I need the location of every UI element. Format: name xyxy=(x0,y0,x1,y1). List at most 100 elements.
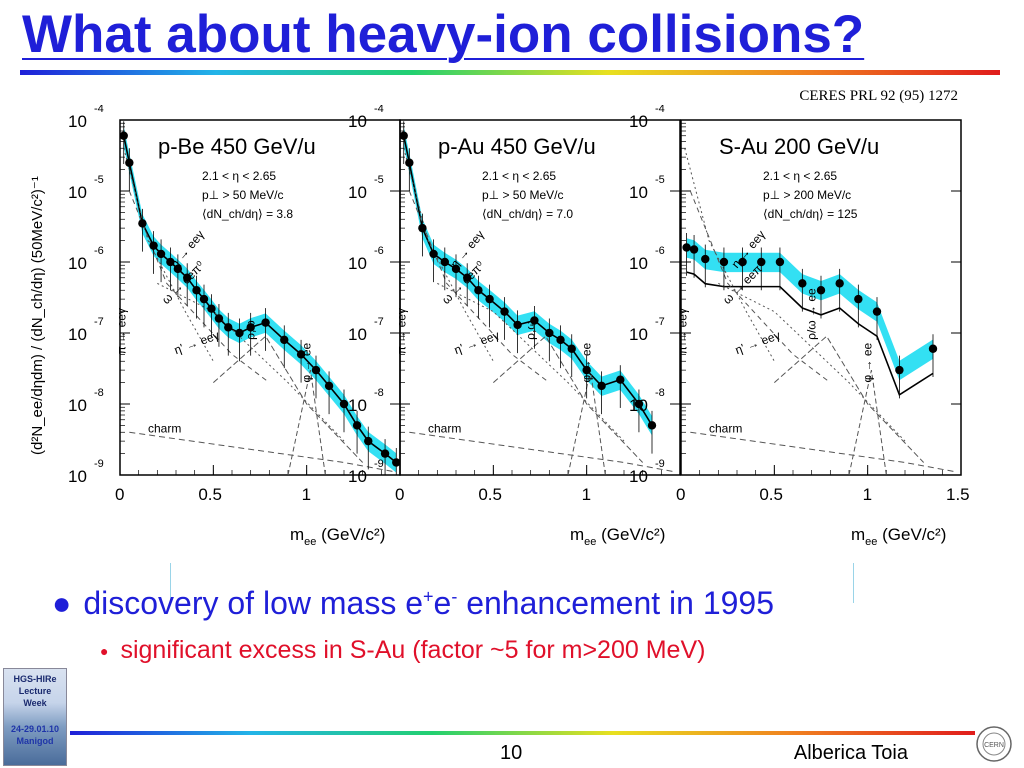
component-label: charm xyxy=(428,421,461,435)
slide-number: 10 xyxy=(500,742,523,764)
y-tick-label: -6 xyxy=(655,245,665,257)
data-point xyxy=(835,279,844,288)
sub-bullet: ● significant excess in S-Au (factor ~5 f… xyxy=(100,636,705,665)
panel-cut: 2.1 < η < 2.65 xyxy=(482,169,556,183)
component-curve xyxy=(690,431,958,473)
panel-cut: p⊥ > 50 MeV/c xyxy=(202,188,284,202)
y-tick-label: -6 xyxy=(94,245,104,257)
bullet-text: e xyxy=(433,585,452,621)
y-tick-label: 10 xyxy=(348,396,367,415)
badge-place-text: Manigod xyxy=(16,736,54,746)
data-point xyxy=(451,264,461,274)
y-tick-label: -8 xyxy=(655,387,665,399)
data-point xyxy=(440,257,449,267)
panel-cut: ⟨dN_ch/dη⟩ = 125 xyxy=(763,207,858,221)
component-label: charm xyxy=(148,421,181,435)
x-tick-label: 1 xyxy=(582,485,591,504)
cocktail-curve xyxy=(686,271,934,396)
data-point xyxy=(530,316,539,325)
component-label: η' → eeγ xyxy=(733,328,782,357)
y-tick-label: -5 xyxy=(655,174,665,186)
y-tick-label: 10 xyxy=(68,396,87,415)
data-point xyxy=(513,320,522,330)
author-name: Alberica Toia xyxy=(793,742,908,764)
data-point xyxy=(500,307,509,316)
component-curve xyxy=(129,431,397,473)
data-point xyxy=(199,294,209,304)
y-tick-label: 10 xyxy=(629,396,648,415)
y-tick-label: -4 xyxy=(655,105,665,115)
component-label: φ → ee xyxy=(299,343,313,383)
data-point xyxy=(214,314,224,323)
data-point xyxy=(119,131,128,140)
y-tick-label: 10 xyxy=(68,254,87,273)
y-tick-label: -9 xyxy=(655,458,665,470)
data-point xyxy=(311,365,321,375)
bullet-sup: - xyxy=(451,586,458,607)
y-tick-label: -7 xyxy=(655,316,665,328)
guide-line xyxy=(853,563,854,603)
data-point xyxy=(545,328,554,338)
title-rainbow-rule xyxy=(20,70,1000,75)
panel-title: p-Be 450 GeV/u xyxy=(158,134,316,159)
data-point xyxy=(895,365,904,375)
x-axis-label: mee (GeV/c²) xyxy=(851,525,946,548)
x-tick-label: 1 xyxy=(863,485,872,504)
y-tick-label: 10 xyxy=(68,325,87,344)
data-point xyxy=(149,241,158,250)
data-point xyxy=(816,286,826,295)
component-label: ρ,ω xyxy=(243,320,257,340)
data-point xyxy=(616,375,625,384)
data-point xyxy=(738,257,747,267)
y-tick-label: -7 xyxy=(94,316,104,328)
panel-cut: 2.1 < η < 2.65 xyxy=(202,169,276,183)
guide-line xyxy=(170,563,171,603)
data-point xyxy=(392,458,401,467)
component-curve xyxy=(774,335,925,463)
data-point xyxy=(701,254,710,264)
data-point xyxy=(405,158,414,167)
x-tick-label: 0 xyxy=(676,485,685,504)
y-axis-label: (d²N_ee/dηdm) / (dN_ch/dη) (50MeV/c²)⁻¹ xyxy=(29,176,46,455)
data-point xyxy=(280,335,289,345)
data-point xyxy=(156,249,166,259)
component-curve xyxy=(287,370,326,476)
data-point xyxy=(339,399,349,409)
x-tick-label: 1.5 xyxy=(946,485,970,504)
main-bullet: ● discovery of low mass e+e- enhancement … xyxy=(52,585,774,622)
component-label: ρ/ω → ee xyxy=(804,288,818,340)
data-point xyxy=(556,335,565,345)
x-tick-label: 0.5 xyxy=(759,485,783,504)
svg-text:CERN: CERN xyxy=(984,742,1004,749)
bullet-dot-icon: ● xyxy=(52,585,72,621)
data-point xyxy=(235,328,244,338)
panel-frame xyxy=(680,119,962,476)
component-curve xyxy=(157,282,345,442)
citation: CERES PRL 92 (95) 1272 xyxy=(799,88,958,104)
y-tick-label: -5 xyxy=(94,174,104,186)
slide-title: What about heavy-ion collisions? xyxy=(22,5,865,64)
bullet-sup: + xyxy=(423,586,434,607)
data-point xyxy=(418,223,427,233)
y-tick-label: 10 xyxy=(348,254,367,273)
data-point xyxy=(463,273,472,282)
data-point xyxy=(399,131,408,140)
component-curve xyxy=(408,190,550,384)
component-label: φ → ee xyxy=(860,343,874,383)
data-point xyxy=(854,294,863,304)
panel-cut: ⟨dN_ch/dη⟩ = 3.8 xyxy=(202,207,293,221)
panel-title: p-Au 450 GeV/u xyxy=(438,134,596,159)
systematic-band xyxy=(686,238,933,381)
data-point xyxy=(261,318,270,327)
y-tick-label: -6 xyxy=(374,245,384,257)
component-curve xyxy=(409,431,677,473)
y-tick-label: 10 xyxy=(68,112,87,131)
data-point xyxy=(634,399,644,409)
data-point xyxy=(173,264,183,274)
component-label: η' → eeγ xyxy=(452,328,501,357)
data-point xyxy=(224,323,233,332)
bullet-text: enhancement in 1995 xyxy=(457,585,774,621)
data-point xyxy=(582,365,591,375)
sub-bullet-text: significant excess in S-Au (factor ~5 fo… xyxy=(120,636,706,664)
y-tick-label: -4 xyxy=(94,105,104,115)
